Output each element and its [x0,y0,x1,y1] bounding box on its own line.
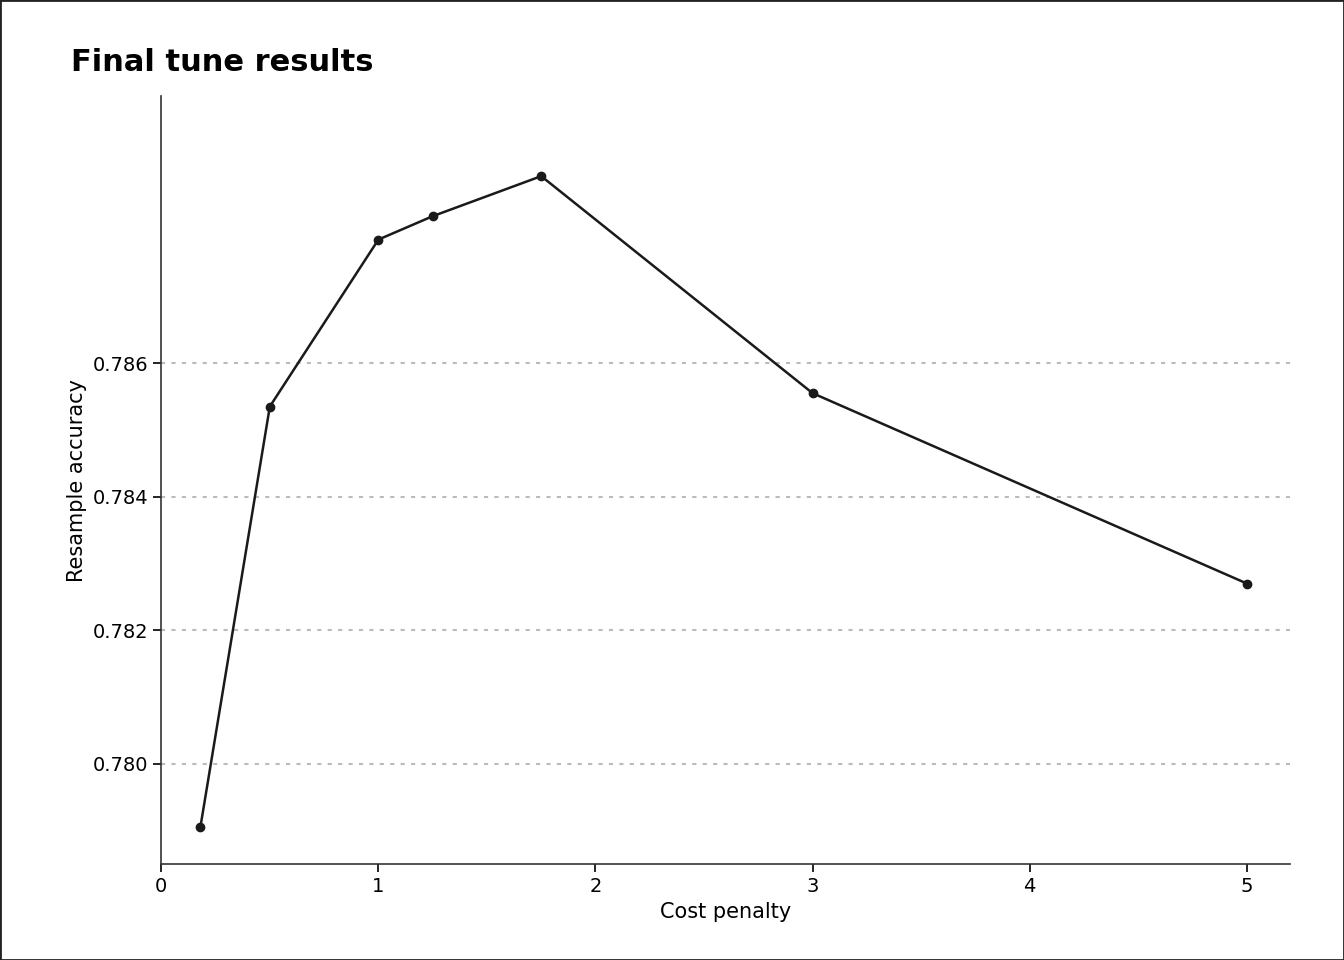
Y-axis label: Resample accuracy: Resample accuracy [67,378,87,582]
X-axis label: Cost penalty: Cost penalty [660,901,792,922]
Text: Final tune results: Final tune results [71,48,374,77]
